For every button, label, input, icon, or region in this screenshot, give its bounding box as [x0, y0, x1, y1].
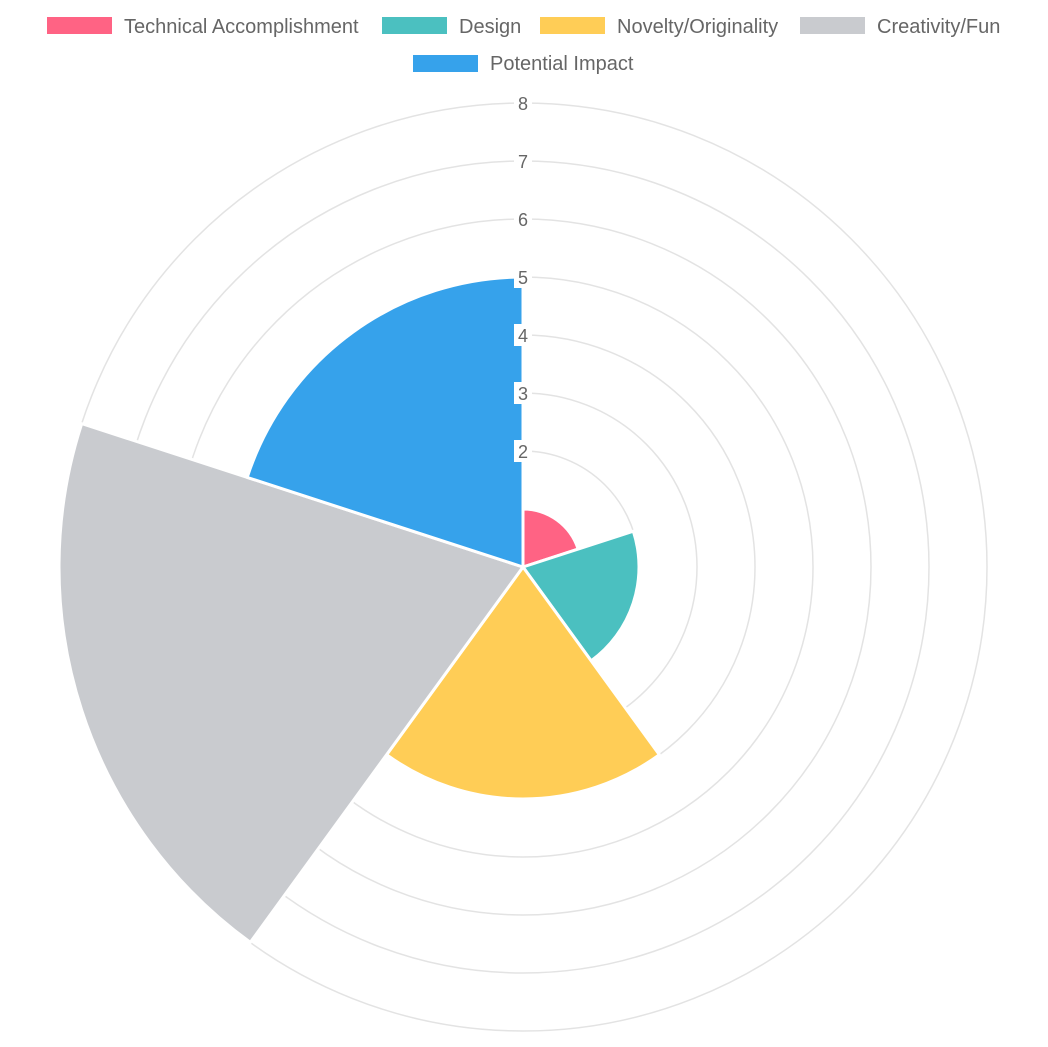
tick-backdrop-2	[514, 440, 532, 462]
legend-item-novelty-originality[interactable]: Novelty/Originality	[540, 16, 778, 38]
tick-label-2: 2	[518, 442, 528, 462]
tick-backdrop-5	[514, 266, 532, 288]
legend-label: Potential Impact	[490, 53, 634, 75]
legend-swatch	[413, 55, 478, 72]
legend-swatch	[382, 17, 447, 34]
slice-design[interactable]	[521, 529, 641, 663]
tick-label-7: 7	[518, 152, 528, 172]
legend-item-design[interactable]: Design	[382, 16, 521, 38]
tick-label-3: 3	[518, 384, 528, 404]
chart-legend[interactable]: Technical Accomplishment Design Novelty/Or…	[47, 16, 1000, 75]
tick-backdrop-4	[514, 324, 532, 346]
legend-item-creativity-fun[interactable]: Creativity/Fun	[800, 16, 1000, 38]
tick-backdrop-7	[514, 150, 532, 172]
legend-swatch	[47, 17, 112, 34]
legend-item-technical-accomplishment[interactable]: Technical Accomplishment	[47, 16, 359, 38]
tick-label-6: 6	[518, 210, 528, 230]
legend-label: Design	[459, 16, 521, 38]
radial-ticks: 2 3 4 5 6 7 8	[514, 92, 532, 462]
tick-backdrop-8	[514, 92, 532, 114]
tick-label-5: 5	[518, 268, 528, 288]
legend-item-potential-impact[interactable]: Potential Impact	[413, 53, 634, 75]
slice-novelty-originality[interactable]	[385, 565, 661, 801]
legend-swatch	[800, 17, 865, 34]
legend-label: Technical Accomplishment	[124, 16, 359, 38]
tick-backdrop-6	[514, 208, 532, 230]
legend-label: Novelty/Originality	[617, 16, 778, 38]
slice-creativity-fun[interactable]	[57, 422, 525, 944]
slice-potential-impact[interactable]	[245, 275, 525, 569]
legend-swatch	[540, 17, 605, 34]
tick-label-4: 4	[518, 326, 528, 346]
tick-backdrop-3	[514, 382, 532, 404]
tick-label-8: 8	[518, 94, 528, 114]
legend-label: Creativity/Fun	[877, 16, 1000, 38]
chart-slices	[57, 275, 661, 944]
